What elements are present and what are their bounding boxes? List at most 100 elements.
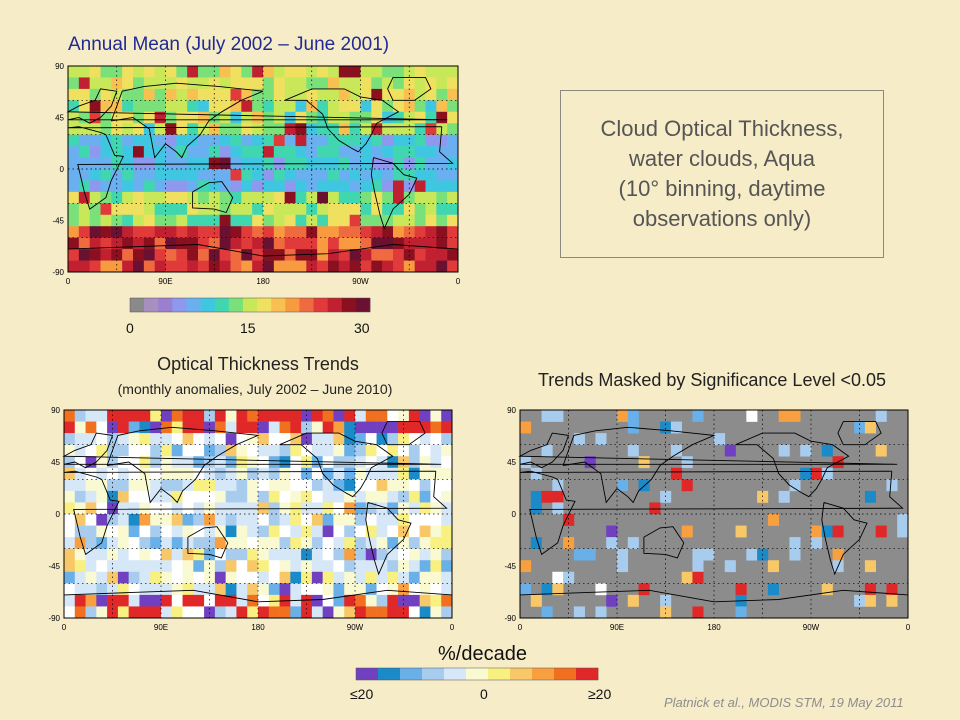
map-cell: [328, 169, 340, 181]
colorbar-swatch: [532, 668, 555, 680]
map-cell: [338, 237, 350, 250]
map-cell: [193, 594, 205, 607]
map-cell: [198, 237, 210, 250]
map-cell: [344, 560, 356, 573]
map-cell: [338, 146, 350, 158]
map-cell: [68, 180, 80, 193]
map-cell: [117, 456, 129, 469]
map-cell: [225, 410, 237, 422]
map-cell: [225, 594, 237, 607]
map-cell: [328, 226, 340, 238]
map-cell: [360, 169, 372, 181]
map-cell: [252, 100, 264, 113]
map-cell: [306, 260, 318, 273]
map-cell: [290, 571, 302, 584]
map-cell: [333, 583, 345, 596]
map-cell: [365, 421, 377, 434]
map-cell: [143, 249, 155, 261]
map-cell: [117, 444, 129, 457]
map-cell: [143, 191, 155, 204]
map-cell: [204, 433, 216, 445]
map-cell: [273, 169, 285, 181]
map-cell: [143, 146, 155, 158]
info-line: water clouds, Aqua: [629, 146, 815, 171]
map-cell: [204, 606, 216, 619]
map-cell: [854, 594, 866, 607]
trends-title: Optical Thickness Trends: [157, 354, 359, 374]
map-cell: [111, 260, 123, 273]
map-cell: [107, 525, 119, 538]
colorbar-swatch: [200, 298, 216, 312]
map-cell: [403, 111, 415, 124]
map-cell: [311, 514, 323, 526]
map-cell: [398, 583, 410, 596]
map-cell: [552, 410, 564, 422]
map-cell: [360, 180, 372, 193]
map-cell: [154, 249, 166, 261]
map-cell: [393, 169, 405, 181]
map-cell: [344, 606, 356, 619]
map-cell: [425, 134, 437, 147]
graticule: [520, 410, 908, 618]
map-cell: [552, 479, 564, 492]
map-cell: [139, 548, 151, 561]
map-cell: [117, 560, 129, 573]
map-cell: [317, 146, 329, 158]
map-cell: [279, 537, 291, 549]
map-cell: [447, 214, 459, 227]
map-cell: [64, 467, 76, 480]
map-cell: [441, 479, 453, 492]
map-cell: [150, 537, 162, 549]
map-cell: [408, 571, 420, 584]
map-cell: [360, 88, 372, 101]
map-cell: [263, 111, 275, 124]
map-cell: [219, 191, 231, 204]
map-cell: [284, 123, 296, 135]
map-cell: [344, 537, 356, 549]
map-cell: [171, 456, 183, 469]
map-cell: [355, 606, 367, 619]
map-cell: [328, 237, 340, 250]
map-cell: [349, 123, 361, 135]
map-cell: [117, 502, 129, 515]
map-cell: [78, 146, 90, 158]
map-cell: [317, 123, 329, 135]
map-cell: [398, 606, 410, 619]
map-cell: [89, 111, 101, 124]
colorbar-swatch: [144, 298, 159, 312]
map-cell: [322, 583, 334, 596]
map-cell: [247, 525, 259, 538]
map-cell: [117, 548, 129, 561]
map-cell: [236, 467, 248, 480]
map-cell: [85, 502, 97, 515]
map-cell: [355, 467, 367, 480]
map-cell: [441, 433, 453, 445]
map-cell: [376, 537, 388, 549]
map-cell: [692, 560, 704, 573]
map-cell: [139, 525, 151, 538]
colorbar-frame: [129, 297, 371, 313]
map-cell: [139, 456, 151, 469]
map-cell: [182, 490, 194, 503]
map-cell: [139, 560, 151, 573]
map-cell: [333, 525, 345, 538]
map-cell: [832, 525, 844, 538]
map-cell: [236, 490, 248, 503]
map-cell: [344, 421, 356, 434]
map-cell: [414, 249, 426, 261]
map-cell: [171, 467, 183, 480]
map-cell: [349, 249, 361, 261]
map-cell: [150, 606, 162, 619]
map-cell: [832, 548, 844, 561]
map-cell: [393, 134, 405, 147]
map-cell: [376, 479, 388, 492]
map-cell: [154, 111, 166, 124]
map-cell: [214, 571, 226, 584]
map-cell: [306, 226, 318, 238]
map-cell: [328, 77, 340, 90]
map-cell: [139, 444, 151, 457]
map-cell: [198, 111, 210, 124]
map-cell: [376, 583, 388, 596]
map-cell: [193, 548, 205, 561]
map-cell: [268, 410, 280, 422]
